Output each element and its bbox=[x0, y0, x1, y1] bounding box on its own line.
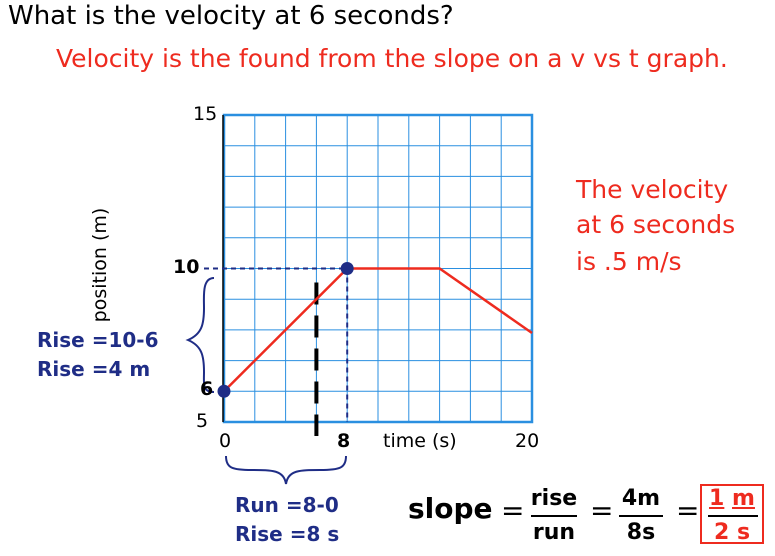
data-point-marker bbox=[217, 384, 231, 398]
x-tick-0: 0 bbox=[219, 430, 232, 452]
y-tick-5: 5 bbox=[196, 410, 209, 432]
rise-brace-icon bbox=[185, 277, 215, 393]
run-brace-icon bbox=[225, 455, 347, 485]
fraction-3-numerator: 1 m bbox=[702, 486, 762, 511]
x-tick-20: 20 bbox=[515, 430, 540, 452]
fraction-3-denominator-unit: s bbox=[736, 520, 751, 545]
answer-box bbox=[700, 484, 764, 544]
answer-line-3: is .5 m/s bbox=[576, 247, 682, 276]
rise-text-2: Rise =4 m bbox=[37, 357, 151, 381]
answer-line-1: The velocity bbox=[576, 175, 729, 204]
x-axis-label: time (s) bbox=[383, 430, 457, 452]
equals-sign-3: = bbox=[676, 494, 700, 527]
fraction-2-denominator: 8s bbox=[626, 520, 656, 545]
rise-text-1: Rise =10-6 bbox=[37, 328, 159, 352]
fraction-3-denominator: 2 s bbox=[702, 520, 762, 545]
fraction-1-numerator: rise bbox=[530, 486, 578, 511]
equals-sign-2: = bbox=[590, 494, 614, 527]
fraction-3-numerator-number: 1 bbox=[709, 486, 725, 511]
fraction-3-numerator-unit: m bbox=[732, 486, 755, 511]
equals-sign-1: = bbox=[501, 494, 525, 527]
fraction-2-numerator: 4m bbox=[621, 486, 661, 511]
question-title: What is the velocity at 6 seconds? bbox=[8, 1, 454, 31]
hint-text: Velocity is the found from the slope on … bbox=[56, 44, 728, 73]
fraction-3-denominator-number: 2 bbox=[713, 520, 730, 545]
run-text-2: Rise =8 s bbox=[235, 522, 340, 546]
answer-line-2: at 6 seconds bbox=[576, 210, 736, 239]
fraction-1-denominator: run bbox=[532, 520, 576, 545]
y-tick-15: 15 bbox=[193, 103, 218, 125]
point-label-6: 6 bbox=[200, 378, 214, 400]
point-label-10: 10 bbox=[173, 256, 200, 278]
data-point-marker bbox=[340, 262, 354, 275]
slope-label: slope bbox=[408, 492, 493, 525]
x-marker-label-8: 8 bbox=[337, 430, 351, 452]
data-series-line bbox=[223, 267, 533, 393]
run-text-1: Run =8-0 bbox=[235, 493, 339, 517]
